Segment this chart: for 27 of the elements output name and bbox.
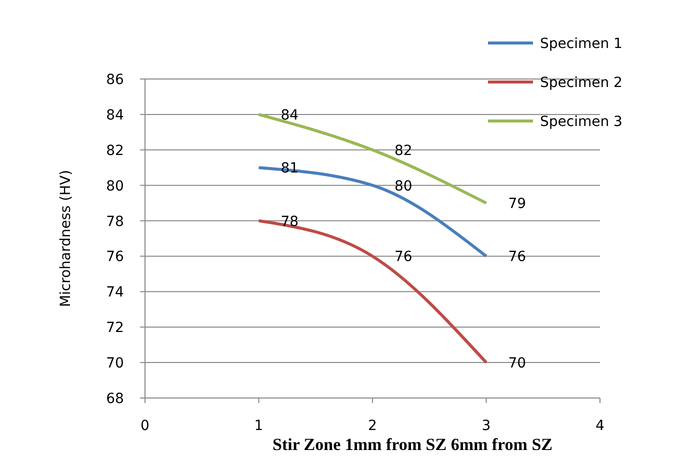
y-tick-label: 72 [106, 320, 124, 336]
data-label: 80 [394, 178, 412, 194]
y-tick-label: 82 [106, 142, 124, 159]
y-tick-label: 86 [106, 72, 124, 88]
y-tick-label: 68 [106, 391, 124, 407]
x-tick-label: 2 [368, 418, 377, 434]
data-label: 79 [508, 196, 526, 212]
legend-label: Specimen 1 [540, 36, 622, 52]
data-label: 76 [508, 249, 526, 266]
legend-label: Specimen 3 [540, 114, 622, 130]
y-tick-label: 80 [106, 178, 124, 194]
x-axis-title: Stir Zone 1mm from SZ 6mm from SZ [272, 435, 553, 454]
x-tick-label: 4 [596, 418, 605, 434]
data-label: 84 [280, 107, 299, 124]
y-tick-label: 78 [106, 214, 124, 230]
y-tick-label: 84 [106, 107, 124, 124]
x-tick-label: 1 [254, 418, 264, 434]
y-tick-label: 76 [106, 249, 124, 266]
y-tick-label: 70 [106, 356, 124, 372]
data-label: 70 [508, 356, 526, 372]
y-tick-label: 74 [106, 284, 124, 301]
x-tick-label: 3 [482, 418, 491, 434]
legend-label: Specimen 2 [540, 75, 622, 91]
data-label: 82 [394, 142, 412, 159]
data-label: 76 [394, 249, 412, 266]
y-axis-title: Microhardness (HV) [58, 170, 74, 308]
x-tick-label: 0 [140, 418, 150, 434]
